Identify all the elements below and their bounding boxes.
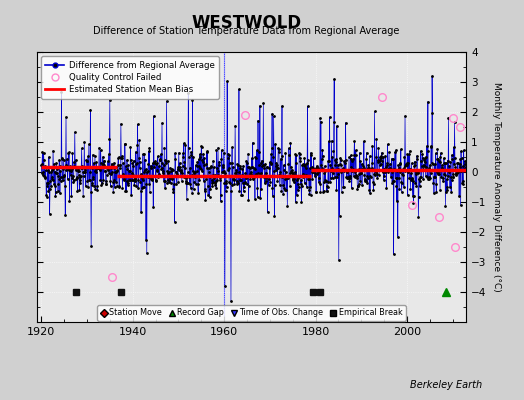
Legend: Station Move, Record Gap, Time of Obs. Change, Empirical Break: Station Move, Record Gap, Time of Obs. C…: [97, 305, 406, 321]
Text: WESTWOLD: WESTWOLD: [191, 14, 301, 32]
Text: Berkeley Earth: Berkeley Earth: [410, 380, 482, 390]
Text: Difference of Station Temperature Data from Regional Average: Difference of Station Temperature Data f…: [93, 26, 399, 36]
Y-axis label: Monthly Temperature Anomaly Difference (°C): Monthly Temperature Anomaly Difference (…: [492, 82, 501, 292]
